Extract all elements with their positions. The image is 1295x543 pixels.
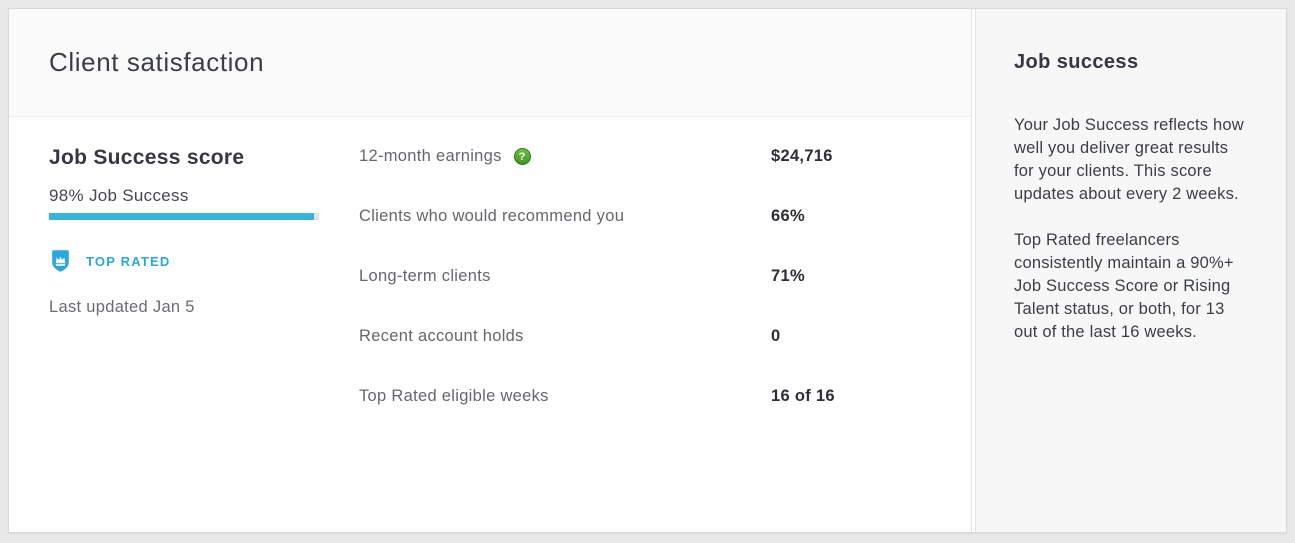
stat-row-12-month-earnings: 12-month earnings ? $24,716 bbox=[359, 147, 941, 166]
client-satisfaction-panel: Client satisfaction Job Success score 98… bbox=[8, 8, 1287, 533]
stats-list: 12-month earnings ? $24,716 Clients who … bbox=[359, 146, 941, 532]
job-success-score-block: Job Success score 98% Job Success TOP RA… bbox=[49, 146, 319, 532]
top-rated-shield-icon bbox=[49, 249, 72, 273]
job-success-progress-fill bbox=[49, 213, 314, 220]
stat-label-text: Clients who would recommend you bbox=[359, 207, 625, 225]
stat-label: Recent account holds bbox=[359, 327, 771, 346]
help-question-icon[interactable]: ? bbox=[513, 148, 531, 165]
stat-value: 0 bbox=[771, 327, 781, 345]
last-updated-text: Last updated Jan 5 bbox=[49, 298, 195, 316]
stat-label-text: 12-month earnings bbox=[359, 147, 502, 165]
top-rated-badge-label: TOP RATED bbox=[86, 253, 171, 269]
stat-row-recent-account-holds: Recent account holds 0 bbox=[359, 327, 941, 346]
panel-header: Client satisfaction bbox=[9, 9, 971, 117]
stat-value: 66% bbox=[771, 207, 805, 225]
job-success-sidebar: Job success Your Job Success reflects ho… bbox=[975, 9, 1286, 532]
stat-label: Long-term clients bbox=[359, 267, 771, 286]
stat-value: $24,716 bbox=[771, 147, 833, 165]
stat-label-text: Top Rated eligible weeks bbox=[359, 387, 549, 405]
stat-row-long-term-clients: Long-term clients 71% bbox=[359, 267, 941, 286]
job-success-progress-track bbox=[49, 213, 319, 220]
panel-body: Job Success score 98% Job Success TOP RA… bbox=[9, 117, 971, 532]
client-satisfaction-main: Client satisfaction Job Success score 98… bbox=[9, 9, 972, 532]
stat-label: 12-month earnings ? bbox=[359, 147, 771, 166]
top-rated-badge: TOP RATED bbox=[49, 249, 319, 273]
sidebar-paragraph-2: Top Rated freelancers consistently maint… bbox=[1014, 231, 1234, 341]
stat-row-top-rated-eligible-weeks: Top Rated eligible weeks 16 of 16 bbox=[359, 387, 941, 406]
stat-label-text: Long-term clients bbox=[359, 267, 491, 285]
stat-row-clients-recommend: Clients who would recommend you 66% bbox=[359, 207, 941, 226]
sidebar-paragraph-1: Your Job Success reflects how well you d… bbox=[1014, 116, 1244, 203]
sidebar-title: Job success bbox=[1014, 51, 1139, 73]
stat-label-text: Recent account holds bbox=[359, 327, 524, 345]
stat-value: 16 of 16 bbox=[771, 387, 835, 405]
page-title: Client satisfaction bbox=[49, 47, 265, 77]
stat-value: 71% bbox=[771, 267, 805, 285]
stat-label: Top Rated eligible weeks bbox=[359, 387, 771, 406]
job-success-score-title: Job Success score bbox=[49, 146, 245, 169]
job-success-percent-label: 98% Job Success bbox=[49, 186, 189, 205]
stat-label: Clients who would recommend you bbox=[359, 207, 771, 226]
